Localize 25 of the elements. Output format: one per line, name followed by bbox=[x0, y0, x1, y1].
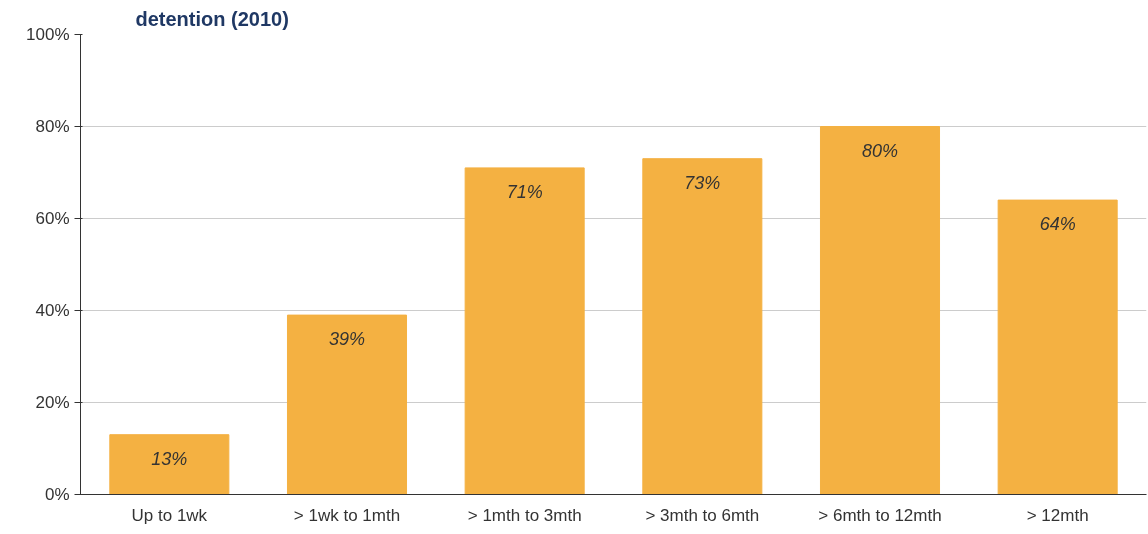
x-tick-label: > 1wk to 1mth bbox=[293, 505, 401, 525]
x-tick-label: > 12mth bbox=[1026, 505, 1089, 525]
bar bbox=[109, 434, 230, 495]
y-tick-label: 20% bbox=[35, 393, 70, 412]
y-tick-label: 0% bbox=[44, 485, 70, 504]
data-label: 39% bbox=[328, 329, 366, 350]
bar bbox=[819, 126, 941, 495]
data-label: 71% bbox=[506, 181, 543, 202]
chart-title: detention (2010) bbox=[135, 7, 289, 30]
bar bbox=[286, 314, 408, 495]
data-label: 13% bbox=[151, 448, 188, 469]
bar bbox=[997, 199, 1118, 495]
y-tick-label: 40% bbox=[35, 301, 70, 320]
y-tick-label: 80% bbox=[35, 117, 70, 136]
y-tick-label: 60% bbox=[35, 209, 70, 228]
bar bbox=[464, 167, 585, 495]
bar bbox=[642, 158, 763, 495]
x-tick-label: > 6mth to 12mth bbox=[818, 505, 942, 525]
x-tick-label: > 1mth to 3mth bbox=[467, 505, 582, 525]
x-tick-label: > 3mth to 6mth bbox=[645, 505, 760, 525]
y-tick-label: 100% bbox=[26, 25, 70, 44]
x-tick-label: Up to 1wk bbox=[131, 505, 208, 525]
data-label: 73% bbox=[684, 172, 721, 193]
data-label: 64% bbox=[1039, 214, 1076, 235]
data-label: 80% bbox=[861, 140, 899, 161]
